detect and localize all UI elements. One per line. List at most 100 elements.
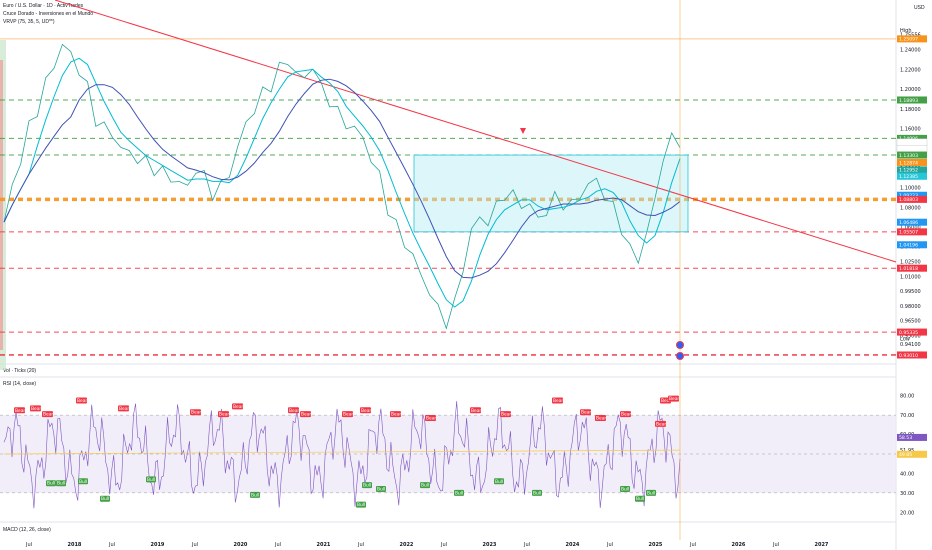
- bear-signal: [655, 420, 666, 427]
- time-tick-label: 2022: [400, 542, 414, 548]
- bear-signal: [76, 397, 87, 404]
- bear-signal-label: Bear: [219, 412, 229, 418]
- volume-profile-bar: [0, 60, 3, 350]
- price-tag-label: 1.12874: [899, 160, 918, 166]
- bear-signal-label: Bear: [15, 408, 25, 414]
- price-tag-label: 1.14594: [899, 140, 918, 146]
- bull-signal: [56, 480, 66, 487]
- price-tag: [897, 158, 927, 166]
- price-tick-label: 1.01000: [900, 274, 921, 280]
- price-tick-label: 0.96500: [900, 319, 921, 325]
- bull-signal-label: Bull: [455, 490, 463, 496]
- arrow-down-icon: [520, 128, 526, 134]
- rsi-tick-label: 40.00: [900, 471, 914, 477]
- currency-label: USD: [914, 5, 925, 11]
- bull-signal-label: Bull: [377, 487, 385, 493]
- bear-signal-label: Bear: [661, 398, 671, 404]
- bear-signal-label: Bear: [343, 412, 353, 418]
- time-tick-label: Jul: [108, 542, 115, 548]
- bull-signal: [620, 486, 630, 493]
- bear-signal-label: Bear: [119, 406, 129, 412]
- price-tag: [897, 35, 927, 43]
- price-tag: [897, 241, 927, 249]
- bear-signal: [595, 415, 606, 422]
- time-tick-label: Jul: [25, 542, 32, 548]
- time-tick-label: Jul: [440, 542, 447, 548]
- bear-signal: [342, 411, 353, 418]
- price-tick-label: 1.06000: [900, 225, 921, 231]
- bull-signal: [635, 495, 645, 502]
- bull-signal: [78, 478, 88, 485]
- bear-signal: [500, 411, 511, 418]
- time-tick-label: Jul: [274, 542, 281, 548]
- bear-signal: [580, 409, 591, 416]
- bull-signal: [494, 478, 504, 485]
- bear-signal: [14, 407, 25, 414]
- time-tick-label: Jul: [191, 542, 198, 548]
- bear-signal: [360, 407, 371, 414]
- vol-label: Vol · Ticks (20): [3, 368, 37, 374]
- bull-signal-label: Bull: [101, 496, 109, 502]
- bull-signal-label: Bull: [357, 502, 365, 508]
- price-tag-label: 1.04196: [899, 243, 918, 249]
- price-series-line: [3, 43, 681, 330]
- bull-signal-label: Bull: [147, 477, 155, 483]
- bear-signal-label: Bear: [233, 404, 243, 410]
- price-tag: [897, 264, 927, 272]
- bull-signal: [46, 480, 56, 487]
- bull-signal-label: Bull: [57, 481, 65, 487]
- bull-signal: [532, 489, 542, 496]
- price-tag-label: 1.25097: [899, 37, 918, 43]
- bear-signal: [42, 411, 53, 418]
- bear-signal-label: Bear: [43, 412, 53, 418]
- price-tick-label: 1.08000: [900, 205, 921, 211]
- bull-signal-label: Bull: [421, 483, 429, 489]
- bear-signal-label: Bear: [77, 398, 87, 404]
- price-tag-label: 1.18893: [899, 98, 918, 104]
- bear-signal-label: Bear: [31, 406, 41, 412]
- chart-subtitle: Cruce Dorado - Inversiones en el Mundo: [3, 11, 94, 17]
- bull-signal: [646, 489, 656, 496]
- bull-signal: [420, 482, 430, 489]
- bull-signal: [356, 501, 366, 508]
- rsi-tick-label: 30.00: [900, 491, 914, 497]
- rsi-line: [3, 401, 681, 509]
- price-tick-label: 0.95000: [900, 333, 921, 339]
- event-marker-icon[interactable]: [676, 341, 684, 349]
- bull-signal-label: Bull: [363, 483, 371, 489]
- bear-signal-label: Bear: [361, 408, 371, 414]
- price-tick-label: 1.25556: [900, 32, 921, 38]
- bear-signal: [668, 395, 679, 402]
- high-label: High: [900, 28, 912, 34]
- bull-signal: [250, 491, 260, 498]
- price-tag-label: 1.06486: [899, 220, 918, 226]
- time-tick-label: Jul: [772, 542, 779, 548]
- price-tag: [897, 195, 927, 203]
- bear-signal: [425, 415, 436, 422]
- bear-signal-label: Bear: [553, 398, 563, 404]
- bear-signal-label: Bear: [471, 408, 481, 414]
- range-box: [413, 154, 689, 233]
- bull-signal-label: Bull: [47, 481, 55, 487]
- price-tag-label: 16:58:51: [899, 146, 920, 152]
- bull-signal: [376, 486, 386, 493]
- rsi-ma-line: [3, 449, 681, 455]
- bear-signal-label: Bear: [391, 412, 401, 418]
- price-tag: [897, 191, 927, 199]
- price-tag: [897, 151, 927, 159]
- bear-signal: [620, 411, 631, 418]
- price-tick-label: 1.18000: [900, 107, 921, 113]
- price-tag-label: 1.01818: [899, 266, 918, 272]
- price-tag: [897, 328, 927, 336]
- price-tick-label: 1.22000: [900, 67, 921, 73]
- bear-signal-label: Bear: [581, 410, 591, 416]
- time-tick-label: 2018: [68, 542, 82, 548]
- ma-slow-line: [3, 78, 681, 279]
- bear-signal: [390, 411, 401, 418]
- bear-signal: [470, 407, 481, 414]
- bear-signal: [232, 403, 243, 410]
- price-tag: [897, 166, 927, 174]
- event-marker-icon[interactable]: [676, 352, 684, 360]
- bear-signal: [288, 407, 299, 414]
